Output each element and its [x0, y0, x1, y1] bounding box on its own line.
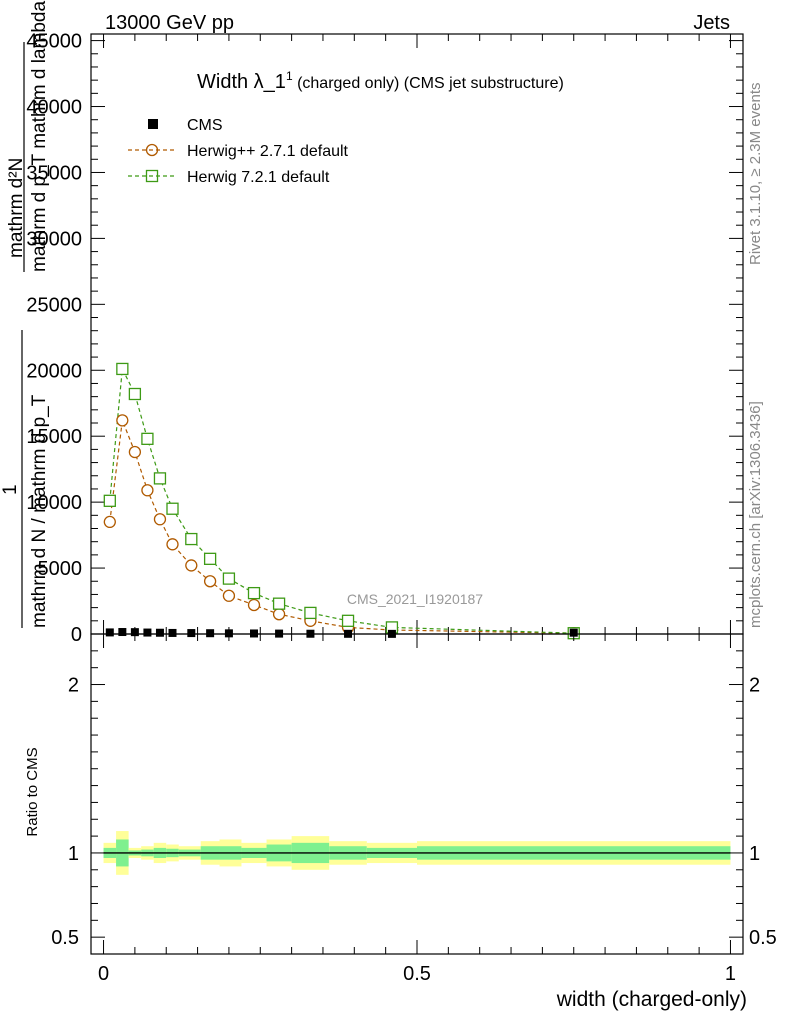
y-tick-label: 35000: [26, 162, 82, 184]
cms-point: [224, 629, 233, 638]
herwigpp-point: [247, 598, 261, 612]
herwigpp-point: [222, 589, 236, 602]
herwigpp-point: [185, 559, 198, 572]
herwig7-point: [222, 572, 236, 585]
analysis-watermark: CMS_2021_I1920187: [347, 591, 483, 607]
cms-point: [105, 628, 114, 637]
y-label-prefix: 1: [0, 484, 21, 495]
herwig7-point: [116, 362, 129, 376]
ratio-frame: [90, 633, 744, 955]
series-line-herwig7: [109, 366, 574, 634]
y-label-numerator-bottom: mathrm d p_T mathrm d lambda: [29, 1, 50, 272]
y-tick-label: 40000: [26, 97, 82, 119]
herwig7-point: [166, 502, 179, 515]
ratio-x-ticks: 0 0.5 1: [98, 634, 736, 985]
herwig7-point: [203, 552, 217, 565]
plot-title-main: Width λ_1: [197, 71, 286, 93]
ratio-y-tick-label-right: 0.5: [749, 927, 777, 949]
main-x-ticks: [103, 34, 731, 634]
x-tick-label: 1: [725, 963, 736, 985]
herwig7-point: [247, 586, 261, 600]
herwig7-point: [272, 597, 286, 610]
x-axis-label: width (charged-only): [556, 988, 747, 1011]
y-tick-label: 25000: [26, 294, 82, 316]
ratio-y-ticks: 0.5 0.5 1 1 2 2: [51, 650, 777, 955]
y-tick-label: 20000: [26, 360, 82, 382]
herwigpp-point: [203, 575, 217, 588]
ratio-panel: 0 0.5 1 0.5 0.51 12 2 Ratio to CMS width (cha…: [24, 633, 777, 1011]
y-tick-label: 0: [71, 624, 82, 646]
y-tick-label: 45000: [26, 31, 82, 53]
header-process: 13000 GeV pp: [105, 12, 234, 34]
cms-point: [155, 628, 164, 637]
rivet-label: Rivet 3.1.10, ≥ 2.3M events: [747, 83, 764, 266]
herwig7-point: [341, 614, 355, 627]
herwigpp-point: [153, 513, 167, 526]
mcplots-label: mcplots.cern.ch [arXiv:1306.3436]: [747, 401, 764, 628]
herwig7-point: [153, 472, 167, 485]
main-panel: 0 5000 10000 15000 20000 25000 30000 35000 40000…: [26, 31, 744, 646]
ratio-y-tick-label: 2: [68, 675, 79, 697]
cms-point: [569, 628, 578, 637]
herwig7-point: [185, 532, 198, 546]
herwigpp-point: [272, 608, 286, 621]
plot-title-rest: (charged only) (CMS jet substructure): [293, 75, 564, 92]
herwig7-point: [304, 606, 317, 620]
herwigpp-point: [116, 414, 129, 427]
y-tick-label: 15000: [26, 426, 82, 448]
ratio-y-label: Ratio to CMS: [24, 747, 41, 836]
ratio-y-tick-label-right: 1: [749, 843, 760, 865]
y-tick-label: 5000: [38, 558, 83, 580]
herwig7-point: [103, 494, 116, 507]
x-tick-label: 0.5: [403, 963, 431, 985]
main-y-ticks: 0 5000 10000 15000 20000 25000 30000 35000 40000…: [26, 31, 743, 646]
y-tick-label: 10000: [26, 492, 82, 514]
herwigpp-point: [166, 538, 179, 551]
legend-label-cms: CMS: [187, 117, 223, 134]
legend: CMS Herwig++ 2.7.1 default Herwig 7.2.1 …: [128, 117, 349, 186]
cms-point: [130, 628, 139, 637]
x-tick-label: 0: [98, 963, 109, 985]
cms-point: [118, 628, 127, 637]
herwig7-point: [128, 387, 142, 401]
y-tick-label: 30000: [26, 228, 82, 250]
legend-label-herwigpp: Herwig++ 2.7.1 default: [187, 143, 349, 160]
ratio-y-tick-label: 1: [68, 843, 79, 865]
ratio-y-tick-label-right: 2: [749, 675, 760, 697]
legend-marker-cms: [148, 119, 158, 129]
legend-label-herwig7: Herwig 7.2.1 default: [187, 169, 330, 186]
cms-point: [206, 629, 215, 638]
ratio-y-tick-label: 0.5: [51, 927, 79, 949]
legend-marker-herwig7: [145, 169, 159, 183]
y-label-denominator: mathrm d N / mathrm d p_T: [29, 394, 50, 628]
header-category: Jets: [693, 12, 730, 34]
cms-point: [143, 628, 152, 637]
legend-marker-herwigpp: [145, 143, 159, 157]
cms-point: [187, 629, 196, 638]
herwigpp-point: [128, 445, 142, 459]
plot-title-sup: 1: [286, 69, 293, 83]
y-label-numerator-top: mathrm d²N: [6, 158, 27, 258]
main-y-label: mathrm d²N mathrm d p_T mathrm d lambda …: [0, 1, 50, 628]
cms-point: [168, 628, 177, 637]
plot-title: Width λ_11 (charged only) (CMS jet subst…: [197, 69, 564, 93]
series-layer: [103, 362, 580, 640]
herwig7-point: [141, 432, 154, 445]
herwigpp-point: [103, 515, 116, 529]
herwigpp-point: [141, 484, 154, 497]
series-line-herwigpp: [109, 420, 574, 634]
